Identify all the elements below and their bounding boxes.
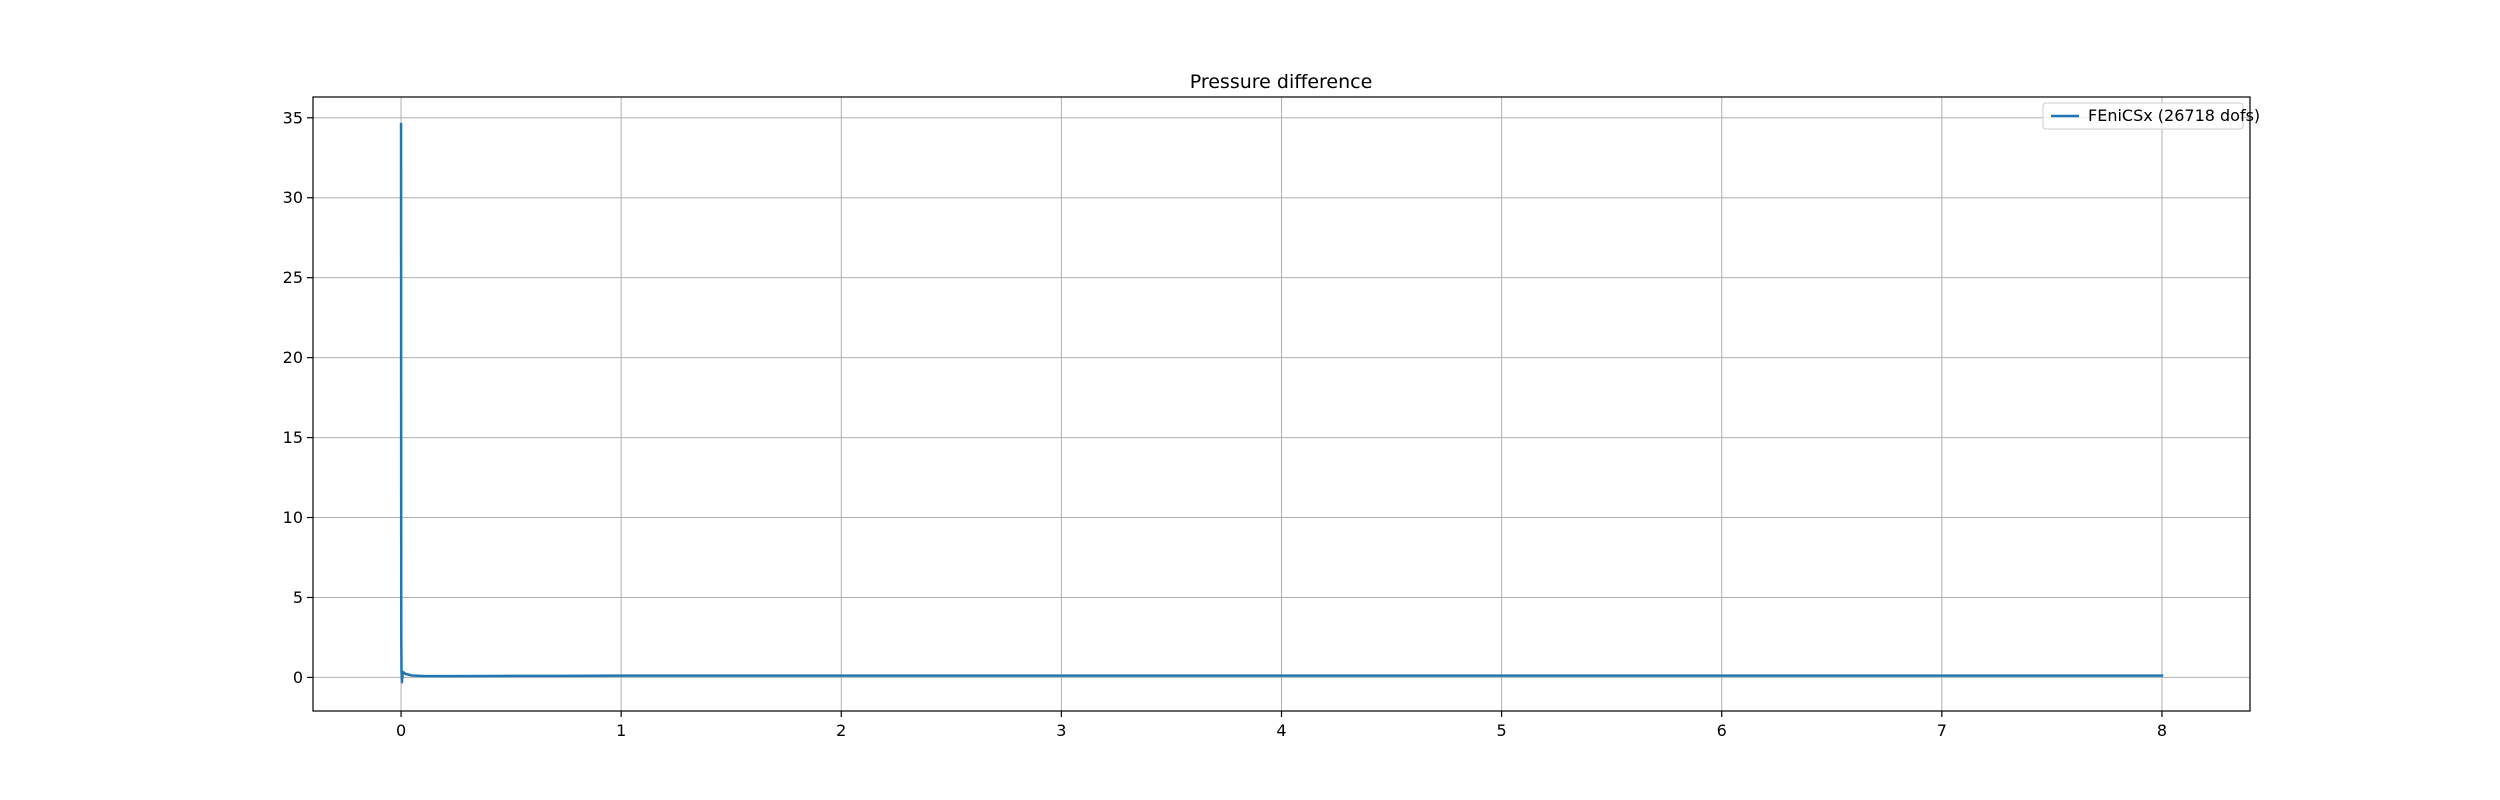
chart-title: Pressure difference: [1190, 71, 1373, 93]
x-tick-label: 0: [396, 721, 406, 740]
legend-box: [2042, 102, 2244, 130]
x-tick-label: 3: [1056, 721, 1066, 740]
y-tick-label: 10: [283, 508, 303, 527]
plot-layer: [399, 122, 2164, 684]
tick-layer: 0 1 2 3 4 5 6 7 8 0 5 10 15 20 25 30 35: [283, 108, 2167, 740]
legend-label-fenicsx: FEniCSx (26718 dofs): [2088, 106, 2260, 125]
series-line-fenicsx: [399, 122, 2164, 684]
grid-layer: [313, 97, 2250, 711]
y-tick-label: 30: [283, 188, 303, 207]
x-tick-label: 2: [836, 721, 846, 740]
y-tick-label: 20: [283, 348, 303, 367]
x-tick-label: 1: [616, 721, 626, 740]
legend: FEniCSx (26718 dofs): [2042, 102, 2260, 130]
x-tick-label: 5: [1497, 721, 1507, 740]
y-tick-label: 35: [283, 108, 303, 127]
y-tick-label: 5: [293, 588, 303, 607]
x-tick-label: 4: [1276, 721, 1286, 740]
y-tick-label: 25: [283, 268, 303, 287]
y-tick-label: 0: [293, 668, 303, 687]
x-tick-label: 6: [1717, 721, 1727, 740]
y-tick-label: 15: [283, 428, 303, 447]
x-tick-label: 8: [2157, 721, 2167, 740]
x-tick-label: 7: [1937, 721, 1947, 740]
